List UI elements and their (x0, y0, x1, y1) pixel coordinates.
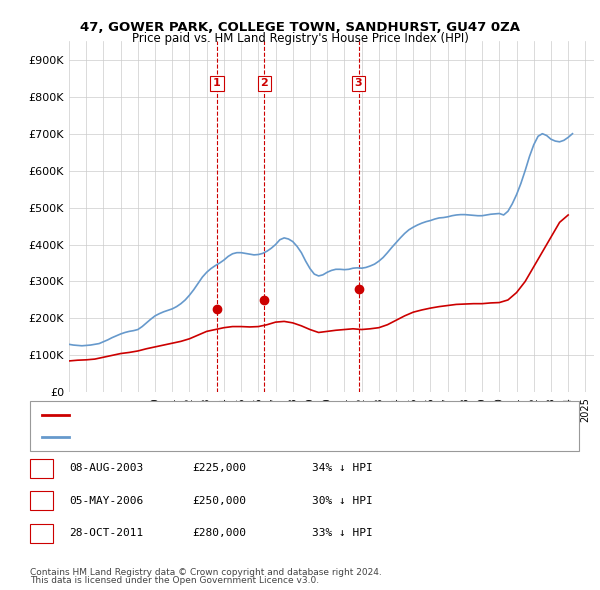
Text: 34% ↓ HPI: 34% ↓ HPI (312, 464, 373, 473)
Text: 47, GOWER PARK, COLLEGE TOWN, SANDHURST, GU47 0ZA: 47, GOWER PARK, COLLEGE TOWN, SANDHURST,… (80, 21, 520, 34)
Text: Contains HM Land Registry data © Crown copyright and database right 2024.: Contains HM Land Registry data © Crown c… (30, 568, 382, 577)
Text: 33% ↓ HPI: 33% ↓ HPI (312, 529, 373, 538)
Text: Price paid vs. HM Land Registry's House Price Index (HPI): Price paid vs. HM Land Registry's House … (131, 32, 469, 45)
Text: This data is licensed under the Open Government Licence v3.0.: This data is licensed under the Open Gov… (30, 576, 319, 585)
Text: 30% ↓ HPI: 30% ↓ HPI (312, 496, 373, 506)
Text: 28-OCT-2011: 28-OCT-2011 (69, 529, 143, 538)
Text: HPI: Average price, detached house, Bracknell Forest: HPI: Average price, detached house, Brac… (75, 432, 334, 442)
Text: 2: 2 (260, 78, 268, 88)
Text: 08-AUG-2003: 08-AUG-2003 (69, 464, 143, 473)
Text: £250,000: £250,000 (192, 496, 246, 506)
Text: £280,000: £280,000 (192, 529, 246, 538)
Text: £225,000: £225,000 (192, 464, 246, 473)
Text: 1: 1 (38, 464, 45, 473)
Text: 05-MAY-2006: 05-MAY-2006 (69, 496, 143, 506)
Text: 1: 1 (213, 78, 221, 88)
Text: 3: 3 (355, 78, 362, 88)
Text: 3: 3 (38, 529, 45, 538)
Text: 47, GOWER PARK, COLLEGE TOWN, SANDHURST, GU47 0ZA (detached house): 47, GOWER PARK, COLLEGE TOWN, SANDHURST,… (75, 410, 457, 420)
Text: 2: 2 (38, 496, 45, 506)
